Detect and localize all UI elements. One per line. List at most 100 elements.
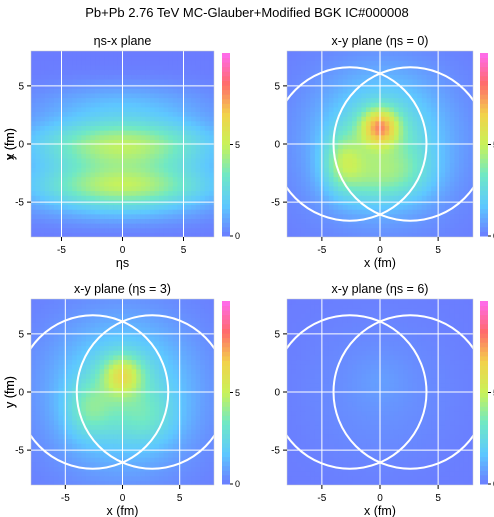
heatmap-cell bbox=[122, 429, 128, 435]
heatmap-cell bbox=[85, 396, 92, 402]
heatmap-cell bbox=[310, 102, 316, 108]
heatmap-cell bbox=[149, 213, 156, 219]
heatmap-cell bbox=[63, 92, 69, 99]
heatmap-cell bbox=[99, 401, 105, 407]
heatmap-cell bbox=[31, 213, 37, 219]
heatmap-cell bbox=[72, 102, 78, 108]
heatmap-cell bbox=[352, 55, 358, 61]
heatmap-cell bbox=[108, 92, 114, 99]
heatmap-cell bbox=[140, 209, 146, 215]
colorbar-segment bbox=[480, 203, 488, 210]
heatmap-cell bbox=[108, 424, 114, 430]
heatmap-cell bbox=[200, 378, 206, 384]
heatmap-cell bbox=[324, 134, 330, 140]
heatmap-cell bbox=[90, 51, 96, 57]
heatmap-cell bbox=[136, 299, 142, 305]
heatmap-cell bbox=[191, 359, 197, 365]
heatmap-cell bbox=[99, 382, 105, 388]
heatmap-cell bbox=[81, 364, 87, 370]
heatmap-cell bbox=[90, 60, 96, 66]
colorbar-segment bbox=[222, 333, 230, 339]
heatmap-cell bbox=[168, 171, 174, 178]
heatmap-cell bbox=[104, 475, 110, 481]
heatmap-cell bbox=[209, 368, 214, 374]
heatmap-cell bbox=[163, 419, 169, 426]
heatmap-cell bbox=[131, 227, 137, 233]
heatmap-cell bbox=[168, 429, 174, 435]
heatmap-cell bbox=[172, 354, 178, 361]
heatmap-cell bbox=[40, 471, 46, 477]
heatmap-cell bbox=[177, 185, 183, 192]
heatmap-cell bbox=[90, 317, 96, 323]
heatmap-cell bbox=[35, 387, 41, 393]
heatmap-cell bbox=[195, 396, 201, 402]
heatmap-cell bbox=[95, 471, 101, 477]
heatmap-cell bbox=[145, 69, 151, 75]
heatmap-cell bbox=[195, 433, 201, 440]
heatmap-cell bbox=[347, 78, 353, 85]
heatmap-cell bbox=[172, 64, 178, 71]
heatmap-cell bbox=[95, 227, 101, 233]
heatmap-cell bbox=[117, 185, 124, 192]
heatmap-cell bbox=[342, 92, 349, 99]
heatmap-cell bbox=[181, 74, 188, 80]
heatmap-cell bbox=[95, 410, 101, 416]
colorbar-segment bbox=[222, 203, 230, 210]
heatmap-cell bbox=[140, 392, 146, 398]
heatmap-cell bbox=[393, 130, 400, 136]
heatmap-cell bbox=[104, 171, 110, 178]
heatmap-cell bbox=[76, 232, 82, 237]
heatmap-cell bbox=[117, 378, 124, 384]
heatmap-cell bbox=[459, 60, 465, 66]
heatmap-cell bbox=[53, 227, 60, 233]
heatmap-cell bbox=[181, 218, 188, 224]
heatmap-cell bbox=[113, 102, 119, 108]
heatmap-cell bbox=[177, 232, 183, 237]
heatmap-cell bbox=[99, 317, 105, 323]
heatmap-cell bbox=[200, 130, 206, 136]
heatmap-cell bbox=[44, 78, 50, 85]
heatmap-cell bbox=[136, 74, 142, 80]
heatmap-cell bbox=[159, 190, 165, 196]
heatmap-cell bbox=[168, 181, 174, 187]
heatmap-cell bbox=[122, 51, 128, 57]
heatmap-cell bbox=[140, 350, 146, 356]
heatmap-cell bbox=[417, 139, 423, 145]
heatmap-cell bbox=[324, 181, 330, 187]
heatmap-cell bbox=[389, 55, 395, 61]
heatmap-cell bbox=[40, 102, 46, 108]
heatmap-cell bbox=[168, 322, 174, 328]
heatmap-cell bbox=[67, 78, 73, 85]
heatmap-cell bbox=[209, 438, 214, 444]
heatmap-cell bbox=[204, 299, 211, 305]
heatmap-cell bbox=[154, 345, 160, 351]
heatmap-cell bbox=[67, 419, 73, 426]
y-tick-label: 0 bbox=[18, 388, 24, 399]
heatmap-cell bbox=[44, 299, 50, 305]
heatmap-cell bbox=[463, 134, 469, 140]
heatmap-cell bbox=[459, 162, 465, 168]
heatmap-cell bbox=[159, 378, 165, 384]
heatmap-cell bbox=[380, 190, 386, 196]
heatmap-cell bbox=[172, 345, 178, 351]
heatmap-cell bbox=[191, 424, 197, 430]
heatmap-cell bbox=[163, 171, 169, 178]
heatmap-cell bbox=[99, 457, 105, 463]
heatmap-cell bbox=[393, 153, 400, 159]
heatmap-cell bbox=[204, 60, 211, 66]
heatmap-cell bbox=[200, 120, 206, 126]
heatmap-cell bbox=[81, 308, 87, 314]
heatmap-cell bbox=[463, 60, 469, 66]
heatmap-cell bbox=[95, 308, 101, 314]
heatmap-cell bbox=[163, 55, 169, 61]
heatmap-cell bbox=[163, 345, 169, 351]
heatmap-cell bbox=[113, 232, 119, 237]
heatmap-cell bbox=[305, 204, 311, 210]
heatmap-cell bbox=[333, 134, 339, 140]
heatmap-cell bbox=[90, 64, 96, 71]
heatmap-cell bbox=[104, 130, 110, 136]
heatmap-cell bbox=[181, 410, 188, 416]
heatmap-cell bbox=[67, 60, 73, 66]
heatmap-cell bbox=[209, 88, 214, 94]
heatmap-cell bbox=[99, 111, 105, 117]
